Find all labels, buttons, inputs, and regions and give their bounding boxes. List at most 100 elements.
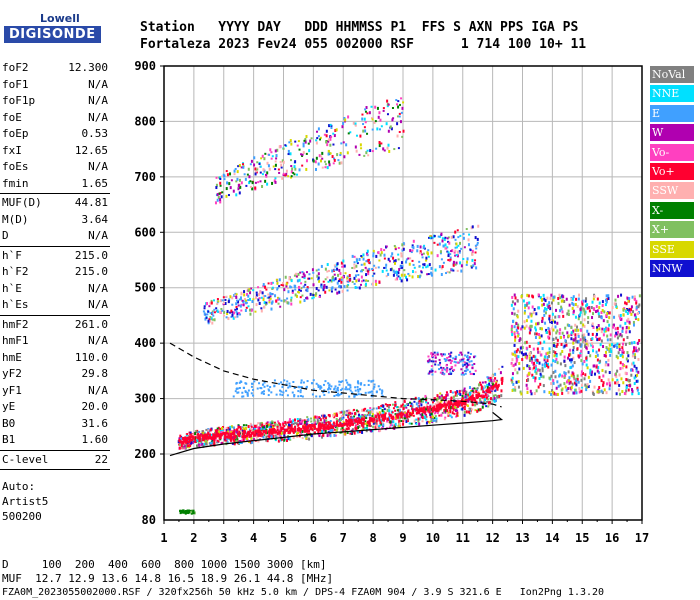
echo-point	[426, 273, 429, 276]
echo-point	[236, 312, 239, 316]
echo-point	[585, 388, 588, 392]
echo-point	[517, 385, 520, 389]
echo-point	[239, 440, 242, 443]
echo-point	[453, 412, 456, 415]
echo-point	[496, 395, 499, 399]
echo-point	[411, 275, 414, 279]
echo-point	[403, 414, 406, 418]
echo-point	[213, 318, 216, 322]
echo-point	[427, 402, 430, 405]
echo-point	[333, 428, 336, 431]
echo-point	[597, 324, 600, 328]
echo-point	[274, 149, 277, 153]
echo-point	[214, 429, 217, 433]
echo-point	[400, 411, 403, 415]
echo-point	[399, 120, 402, 124]
echo-point	[395, 406, 398, 409]
echo-point	[323, 133, 326, 136]
echo-point	[606, 338, 609, 342]
echo-point	[552, 328, 555, 332]
echo-point	[462, 402, 465, 406]
echo-point	[316, 137, 319, 140]
echo-point	[300, 379, 303, 382]
echo-point	[291, 291, 294, 294]
echo-point	[228, 182, 231, 186]
echo-point	[211, 310, 214, 313]
echo-point	[511, 333, 514, 337]
echo-point	[386, 417, 389, 421]
echo-point	[315, 156, 318, 160]
echo-point	[581, 302, 584, 306]
echo-point	[438, 265, 441, 269]
echo-point	[401, 417, 404, 420]
echo-point	[334, 288, 337, 291]
x-tick-label: 2	[190, 531, 197, 545]
echo-point	[284, 420, 287, 424]
echo-point	[541, 363, 544, 367]
echo-point	[449, 354, 452, 357]
echo-point	[298, 422, 301, 425]
echo-point	[633, 313, 636, 317]
echo-point	[397, 424, 400, 428]
echo-point	[417, 408, 420, 412]
echo-point	[287, 386, 290, 389]
echo-point	[282, 422, 285, 426]
echo-point	[351, 412, 354, 415]
echo-point	[572, 303, 575, 307]
echo-point	[262, 297, 265, 301]
echo-point	[462, 357, 465, 360]
echo-point	[260, 309, 263, 313]
echo-point	[244, 177, 247, 181]
echo-point	[377, 266, 380, 269]
echo-point	[293, 173, 296, 176]
echo-point	[471, 395, 474, 399]
echo-point	[527, 306, 530, 310]
echo-point	[369, 391, 372, 394]
echo-point	[429, 413, 432, 417]
echo-point	[238, 298, 241, 301]
param-value: N/A	[88, 229, 108, 242]
echo-point	[298, 168, 301, 172]
echo-point	[425, 401, 428, 404]
echo-point	[631, 389, 634, 393]
echo-point	[230, 179, 233, 182]
echo-point	[232, 432, 235, 436]
echo-point	[263, 305, 266, 309]
echo-point	[347, 132, 350, 135]
param-row: B0 31.6	[0, 416, 110, 433]
echo-point	[491, 374, 494, 377]
echo-point	[267, 282, 270, 285]
echo-point	[635, 379, 638, 383]
echo-point	[328, 163, 331, 167]
echo-point	[534, 328, 537, 332]
echo-point	[565, 380, 568, 384]
echo-point	[190, 441, 193, 445]
echo-point	[447, 401, 450, 405]
echo-point	[614, 302, 617, 306]
echo-point	[483, 395, 486, 399]
echo-point	[196, 429, 199, 432]
echo-point	[544, 311, 547, 315]
echo-point	[336, 281, 339, 285]
echo-point	[575, 379, 578, 383]
echo-point	[390, 127, 393, 131]
echo-point	[301, 429, 304, 433]
echo-point	[269, 148, 272, 152]
echo-point	[533, 366, 536, 370]
echo-point	[469, 411, 472, 414]
echo-point	[428, 420, 431, 424]
echo-point	[349, 386, 352, 389]
echo-point	[301, 271, 304, 274]
echo-point	[367, 272, 370, 276]
echo-point	[418, 260, 421, 263]
echo-point	[443, 357, 446, 360]
echo-point	[204, 439, 207, 443]
echo-point	[384, 416, 387, 420]
echo-point	[617, 294, 620, 298]
echo-point	[476, 396, 479, 400]
echo-point	[563, 375, 566, 379]
echo-point	[323, 394, 326, 397]
echo-point	[355, 424, 358, 428]
echo-point	[391, 424, 394, 427]
echo-point	[582, 299, 585, 303]
